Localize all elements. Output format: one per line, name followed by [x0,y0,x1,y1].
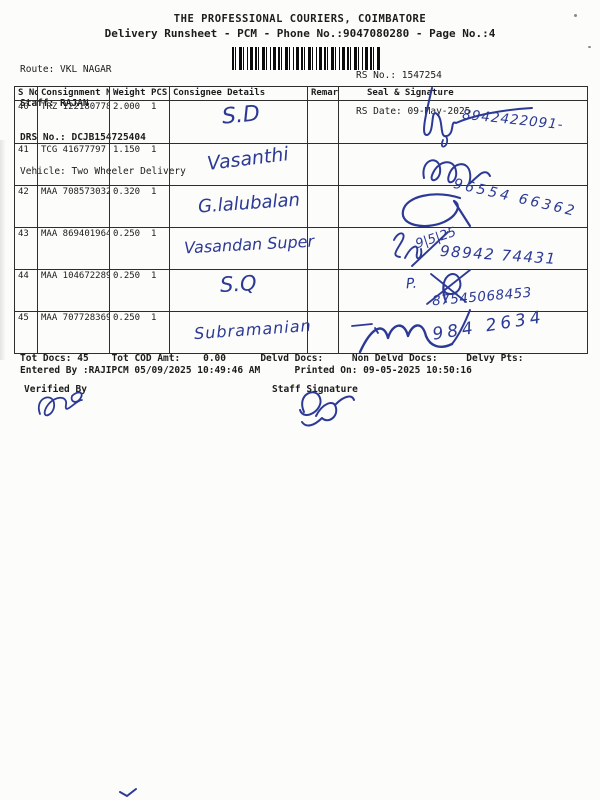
cell-consignment: TRZ 122180778 [38,101,110,143]
cell-sno: 45 [15,312,38,353]
cell-consignment: MAA 104672289 [38,270,110,311]
cell-consignee [170,270,308,311]
document-title: Delivery Runsheet - PCM - Phone No.:9047… [104,27,496,40]
scan-speck [588,46,591,48]
printed-on: Printed On: 09-05-2025 10:50:16 [294,365,472,376]
cell-seal [339,101,587,143]
table-row: 40 TRZ 122180778 2.000 1 [15,101,587,144]
tot-docs-value: 45 [77,353,89,364]
route: Route: VKL NAGAR [20,63,112,75]
cell-consignee [170,144,308,185]
cell-sno: 42 [15,186,38,227]
cell-weight: 2.000 [113,102,141,112]
cell-weight: 1.150 [113,145,141,155]
cell-weight: 0.320 [113,187,141,197]
cell-remarks [308,312,339,353]
cell-consignment: TCG 41677797 [38,144,110,185]
cell-pcs: 1 [148,312,170,353]
cell-weight: 0.250 [113,313,141,323]
company-title: THE PROFESSIONAL COURIERS, COIMBATORE [173,13,427,25]
cell-seal [339,312,587,353]
cell-seal [339,228,587,269]
cell-remarks [308,228,339,269]
non-delvd-docs-label: Non Delvd Docs: [351,353,438,364]
cell-consignment: MAA 708573032 [38,186,110,227]
delvy-pts-label: Delvy Pts: [466,353,524,364]
cell-consignment: MAA 869401964 [38,228,110,269]
table-row: 41 TCG 41677797 1.150 1 [15,144,587,186]
col-seal: Seal & Signature [367,88,454,98]
col-pcs: PCS [148,87,170,100]
runsheet-table: S No Consignment No Weight PCS Consignee… [14,86,588,354]
cell-sno: 43 [15,228,38,269]
cell-remarks [308,144,339,185]
cell-remarks [308,101,339,143]
cell-consignee [170,228,308,269]
cell-seal [339,144,587,185]
totals-line: Tot Docs: 45 Tot COD Amt: 0.00 Delvd Doc… [20,353,523,364]
cell-seal [339,270,587,311]
table-header-row: S No Consignment No Weight PCS Consignee… [15,87,587,101]
col-consignee: Consignee Details [170,87,308,100]
cell-pcs: 1 [148,270,170,311]
col-remarks: Remarks [308,87,339,100]
cell-weight: 0.250 [113,229,141,239]
cell-remarks [308,186,339,227]
cell-consignment: MAA 707728369 [38,312,110,353]
delvd-docs-label: Delvd Docs: [260,353,324,364]
entered-line: Entered By :RAJIPCM 05/09/2025 10:49:46 … [20,365,472,376]
cell-sno: 40 [15,101,38,143]
cell-consignee [170,101,308,143]
verified-by-label: Verified By [24,384,87,395]
table-row: 42 MAA 708573032 0.320 1 [15,186,587,228]
cell-consignee [170,312,308,353]
drs-no: DRS No.: DCJB154725404 [20,132,146,144]
cell-sno: 41 [15,144,38,185]
tot-cod-value: 0.00 [203,353,226,364]
entered-by: Entered By :RAJIPCM 05/09/2025 10:49:46 … [20,365,261,376]
table-row: 43 MAA 869401964 0.250 1 [15,228,587,270]
tot-cod-label: Tot COD Amt: [111,353,181,364]
col-sno: S No [15,87,38,100]
cell-consignee [170,186,308,227]
tot-docs-label: Tot Docs: [20,353,72,364]
rs-no: RS No.: 1547254 [356,70,442,81]
scan-speck [574,14,577,17]
staff-signature-label: Staff Signature [272,384,358,395]
table-row: 44 MAA 104672289 0.250 1 [15,270,587,312]
col-consignment: Consignment No [38,87,110,100]
barcode [232,47,380,70]
cell-pcs: 1 [148,101,170,143]
vehicle: Vehicle: Two Wheeler Delivery [20,166,186,178]
cell-weight: 0.250 [113,271,141,281]
cell-remarks [308,270,339,311]
cell-pcs: 1 [148,144,170,185]
stray-ink-mark [119,788,137,797]
table-row: 45 MAA 707728369 0.250 1 [15,312,587,353]
cell-sno: 44 [15,270,38,311]
col-weight: Weight [113,88,146,98]
cell-pcs: 1 [148,186,170,227]
cell-pcs: 1 [148,228,170,269]
cell-seal [339,186,587,227]
